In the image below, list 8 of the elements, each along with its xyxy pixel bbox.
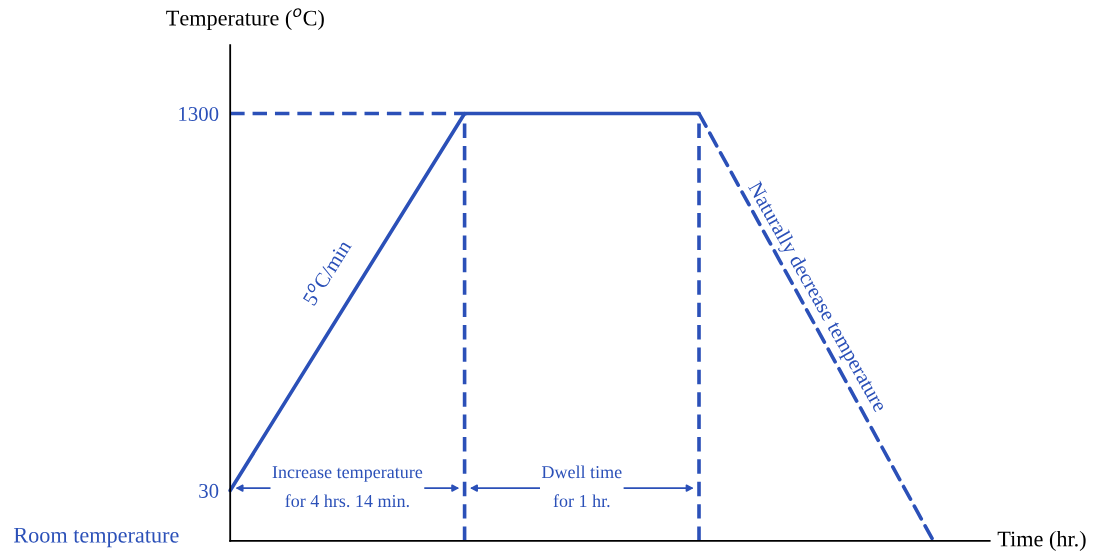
annotation: Dwell time for 1 hr. — [541, 465, 622, 508]
y-tick-label: 30 — [199, 483, 219, 498]
y-axis-title: Temperature ($^{o}$C) — [166, 8, 324, 31]
annotation: 5$^{o}$C/min — [300, 237, 352, 307]
x-axis-title: Time (hr.) — [997, 530, 1086, 552]
annotation: Increase temperature for 4 hrs. 14 min. — [272, 466, 423, 508]
y-tick-label: 1300 — [179, 106, 219, 121]
text: Room temperature — [13, 527, 179, 548]
